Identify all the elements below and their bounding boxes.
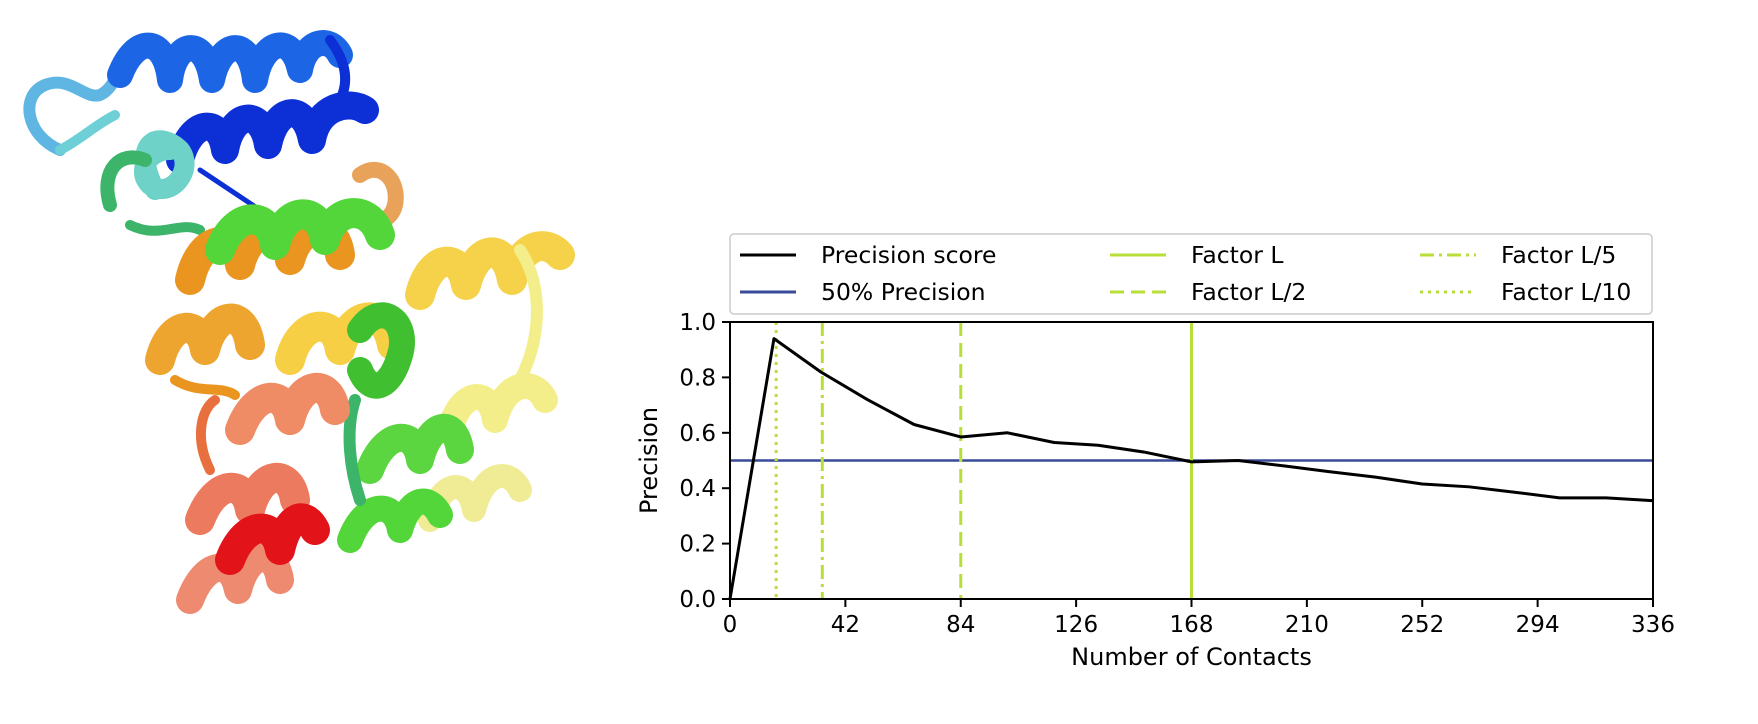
protein-structure-image: [23, 30, 575, 614]
legend-label: Factor L/10: [1501, 278, 1631, 306]
x-tick-label: 336: [1631, 612, 1675, 638]
y-tick-label: 0.0: [679, 587, 716, 613]
x-tick-label: 84: [946, 612, 975, 638]
x-axis-label: Number of Contacts: [1071, 643, 1312, 671]
legend-label: Factor L/5: [1501, 241, 1616, 269]
legend-label: Factor L/2: [1191, 278, 1306, 306]
x-tick-label: 252: [1400, 612, 1444, 638]
chart-legend: Precision score Factor L Factor L/5 50% Pre…: [729, 233, 1653, 315]
x-axis-ticks: 0 42 84 126 168 210 252 294 336: [723, 599, 1675, 638]
y-tick-label: 1.0: [679, 310, 716, 336]
plot-area: [728, 321, 1654, 600]
x-tick-label: 210: [1285, 612, 1329, 638]
x-tick-label: 168: [1170, 612, 1214, 638]
protein-ribbon-icon: [23, 30, 575, 614]
legend-label: Precision score: [821, 241, 996, 269]
x-tick-label: 294: [1516, 612, 1560, 638]
y-tick-label: 0.4: [679, 476, 716, 502]
y-tick-label: 0.6: [679, 421, 716, 447]
x-tick-label: 42: [831, 612, 860, 638]
x-tick-label: 0: [723, 612, 738, 638]
series-line-precision-score: [728, 337, 1654, 600]
y-tick-label: 0.2: [679, 532, 716, 558]
y-axis-label: Precision: [635, 407, 663, 514]
y-axis-ticks: 0.0 0.2 0.4 0.6 0.8 1.0: [679, 310, 730, 613]
y-tick-label: 0.8: [679, 365, 716, 391]
legend-label: Factor L: [1191, 241, 1284, 269]
x-tick-label: 126: [1054, 612, 1098, 638]
legend-label: 50% Precision: [821, 278, 986, 306]
